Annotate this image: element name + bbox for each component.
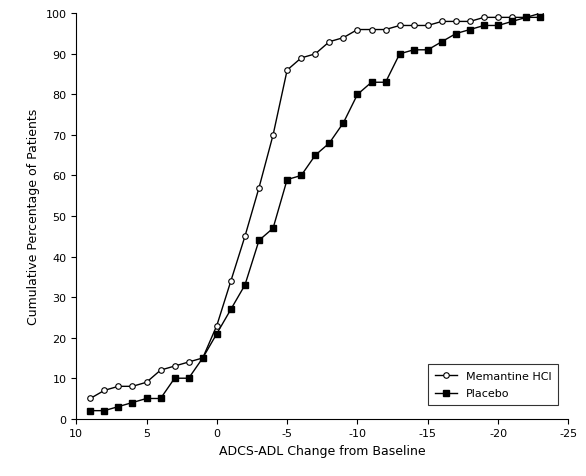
- Memantine HCl: [340, 36, 347, 41]
- Y-axis label: Cumulative Percentage of Patients: Cumulative Percentage of Patients: [27, 109, 40, 325]
- Placebo: [312, 153, 319, 159]
- Memantine HCl: [284, 68, 291, 74]
- Placebo: [255, 238, 263, 244]
- Placebo: [227, 307, 234, 313]
- Memantine HCl: [495, 16, 502, 21]
- Memantine HCl: [312, 52, 319, 58]
- Memantine HCl: [199, 355, 206, 361]
- Legend: Memantine HCl, Placebo: Memantine HCl, Placebo: [428, 364, 558, 405]
- Memantine HCl: [143, 380, 150, 386]
- Memantine HCl: [452, 20, 459, 25]
- Placebo: [523, 16, 530, 21]
- Memantine HCl: [368, 28, 375, 33]
- Memantine HCl: [466, 20, 473, 25]
- Memantine HCl: [509, 16, 516, 21]
- Placebo: [213, 331, 220, 337]
- Placebo: [537, 16, 544, 21]
- Placebo: [171, 376, 178, 381]
- Placebo: [270, 226, 277, 232]
- Placebo: [199, 355, 206, 361]
- Memantine HCl: [382, 28, 389, 33]
- Placebo: [509, 20, 516, 25]
- Placebo: [185, 376, 192, 381]
- Placebo: [396, 52, 403, 58]
- Memantine HCl: [87, 396, 94, 402]
- Placebo: [368, 80, 375, 86]
- Placebo: [241, 283, 248, 288]
- Memantine HCl: [396, 24, 403, 30]
- Placebo: [466, 28, 473, 33]
- Memantine HCl: [171, 364, 178, 369]
- Memantine HCl: [255, 186, 263, 191]
- Memantine HCl: [185, 359, 192, 365]
- Memantine HCl: [537, 11, 544, 17]
- Memantine HCl: [481, 16, 488, 21]
- Memantine HCl: [270, 133, 277, 139]
- Memantine HCl: [326, 40, 333, 46]
- Memantine HCl: [157, 367, 164, 373]
- Placebo: [143, 396, 150, 402]
- Memantine HCl: [424, 24, 431, 30]
- Placebo: [382, 80, 389, 86]
- Placebo: [495, 24, 502, 30]
- Memantine HCl: [213, 323, 220, 329]
- Placebo: [298, 173, 305, 179]
- Placebo: [87, 408, 94, 414]
- Placebo: [157, 396, 164, 402]
- Memantine HCl: [298, 56, 305, 62]
- Line: Placebo: Placebo: [87, 15, 544, 414]
- Placebo: [354, 92, 361, 98]
- Placebo: [481, 24, 488, 30]
- Memantine HCl: [410, 24, 417, 30]
- Placebo: [326, 141, 333, 147]
- Placebo: [340, 121, 347, 127]
- X-axis label: ADCS-ADL Change from Baseline: ADCS-ADL Change from Baseline: [219, 444, 425, 457]
- Line: Memantine HCl: Memantine HCl: [87, 11, 543, 401]
- Memantine HCl: [129, 384, 136, 389]
- Placebo: [101, 408, 108, 414]
- Memantine HCl: [523, 16, 530, 21]
- Memantine HCl: [354, 28, 361, 33]
- Placebo: [438, 40, 445, 46]
- Placebo: [115, 404, 122, 409]
- Memantine HCl: [115, 384, 122, 389]
- Memantine HCl: [101, 387, 108, 393]
- Memantine HCl: [241, 234, 248, 240]
- Placebo: [129, 400, 136, 406]
- Placebo: [452, 32, 459, 38]
- Placebo: [284, 178, 291, 183]
- Memantine HCl: [227, 278, 234, 284]
- Placebo: [424, 48, 431, 54]
- Memantine HCl: [438, 20, 445, 25]
- Placebo: [410, 48, 417, 54]
